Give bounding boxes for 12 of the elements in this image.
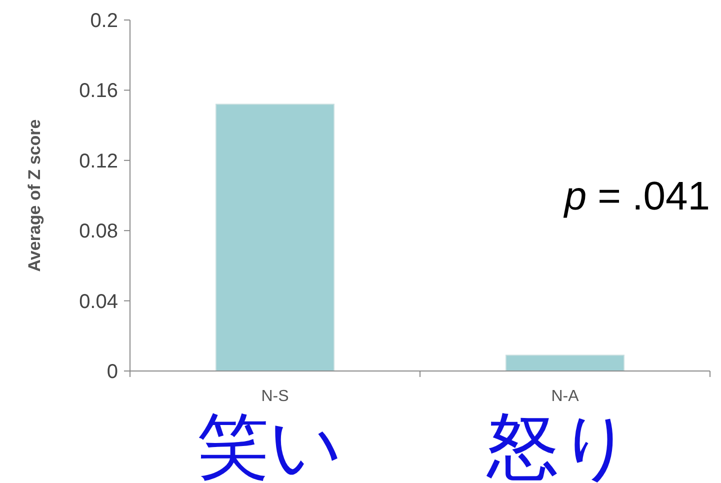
- x-tick-label: N-S: [261, 388, 289, 405]
- x-tick-label: N-A: [551, 388, 580, 405]
- text: 笑い: [197, 407, 343, 483]
- y-tick-label: 0.08: [79, 220, 118, 243]
- y-tick-label: 0.04: [79, 290, 118, 313]
- y-tick-label: 0.16: [79, 80, 118, 102]
- y-tick-label: 0: [106, 361, 118, 383]
- y-tick-label: 0.2: [90, 10, 118, 32]
- text: 怒り: [486, 407, 633, 483]
- y-axis-title: Average of Z score: [25, 119, 44, 272]
- y-tick-label: 0.12: [79, 150, 118, 172]
- annotation: p = .041: [563, 174, 710, 218]
